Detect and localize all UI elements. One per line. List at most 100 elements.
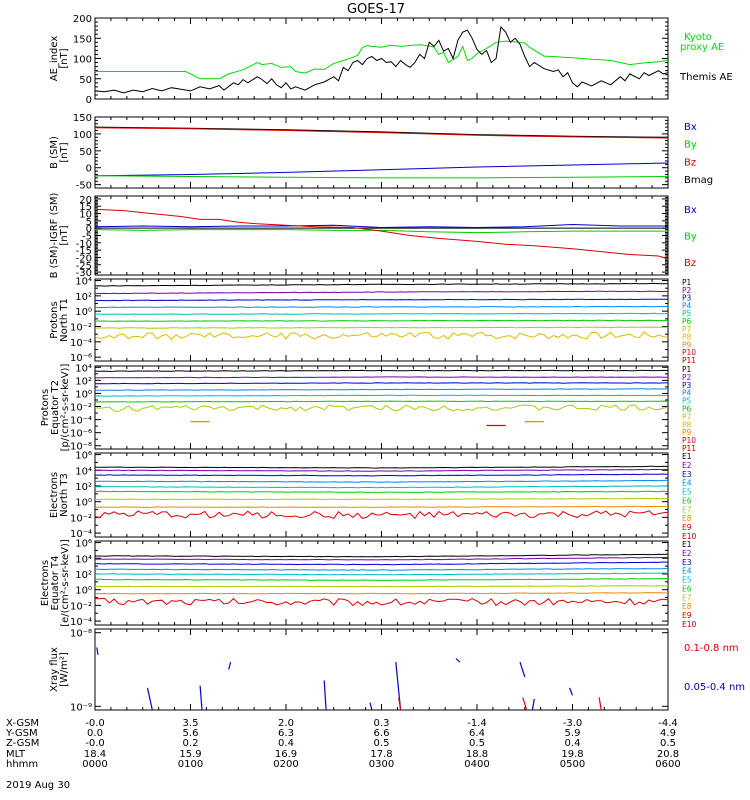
series-line	[94, 556, 669, 561]
orbit-value: 0.0	[87, 728, 103, 739]
legend-entry: P1	[682, 278, 692, 287]
series-line	[95, 312, 669, 315]
series-line	[94, 127, 669, 139]
y-tick-label: 200	[73, 14, 92, 25]
series-e6	[94, 578, 669, 581]
legend-entry: By	[684, 140, 697, 151]
series-line	[94, 229, 668, 234]
series-segment	[522, 697, 528, 711]
series-e5	[94, 572, 669, 576]
panel-pn: 10⁴ 10² 10⁰ 10⁻² 10⁻⁴ 10⁻⁶ Protons North T1 P1P2…	[49, 277, 696, 365]
y-tick-label: 10²	[75, 570, 92, 581]
y-tick-label: 0	[86, 95, 92, 106]
legend-entry: P10	[682, 348, 696, 357]
panel-frame	[94, 452, 669, 538]
legend-entry: E4	[682, 479, 692, 488]
series-line	[94, 468, 669, 472]
legend-entry: P3	[682, 294, 692, 303]
legend-entry: E10	[682, 532, 697, 541]
y-tick-label: 10⁻⁴	[70, 416, 92, 427]
series-line	[95, 497, 668, 501]
series-line	[94, 126, 669, 138]
y-axis-label: North T1	[59, 298, 70, 342]
y-axis-label: B (SM)	[49, 136, 60, 169]
y-tick-label: 10⁻⁹	[70, 702, 92, 713]
y-axis-label: AE_index	[49, 36, 60, 82]
series-e8	[95, 592, 668, 595]
y-tick-label: 15	[79, 202, 92, 213]
panel-frame	[94, 540, 669, 626]
series-kyoto-proxy-ae	[95, 40, 669, 80]
legend-entry: P6	[682, 405, 692, 414]
y-tick-label: 10⁻⁴	[70, 338, 92, 349]
series-p1	[94, 369, 669, 372]
orbit-value: 6.3	[278, 728, 294, 739]
y-axis-label: [nT]	[59, 142, 70, 162]
y-axis-label: [W/m²]	[59, 652, 70, 687]
y-tick-label: 100	[73, 55, 92, 66]
legend-entry: P1	[682, 365, 692, 374]
orbit-value: 0300	[369, 759, 394, 770]
orbit-value: -3.0	[563, 718, 583, 729]
orbit-value: 16.9	[275, 749, 297, 760]
legend-entry: P5	[682, 397, 692, 406]
orbit-value: 20.8	[657, 749, 679, 760]
series-by	[94, 229, 668, 234]
panel-frame	[94, 195, 669, 276]
legend-entry: P3	[682, 381, 692, 390]
orbit-value: 19.8	[561, 749, 583, 760]
legend-entry: P5	[682, 309, 692, 318]
series-line	[94, 282, 669, 287]
orbit-value: 0.4	[278, 738, 294, 749]
series-line	[94, 305, 668, 309]
panel-pe: 10⁴ 10² 10⁰ 10⁻² 10⁻⁴ 10⁻⁶ 10⁻⁸ Protons Equator …	[40, 363, 696, 453]
legend-entry: E10	[682, 620, 697, 629]
series-line	[94, 162, 669, 177]
series-p7	[94, 404, 669, 412]
y-tick-label: 10⁶	[75, 539, 92, 550]
legend-entry: E5	[682, 488, 692, 497]
orbit-value: 2.0	[278, 718, 294, 729]
legend-entry: E2	[682, 461, 692, 470]
orbit-value: -4.4	[658, 718, 678, 729]
series-line	[94, 578, 669, 581]
orbit-value: 0.2	[183, 738, 199, 749]
legend-entry: P8	[682, 420, 692, 429]
legend-entry: Bz	[684, 157, 696, 168]
legend-entry: P2	[682, 373, 692, 382]
orbit-value: 0200	[273, 759, 298, 770]
series-line	[94, 597, 669, 607]
legend-entry: P9	[682, 428, 692, 437]
y-tick-label: 50	[79, 147, 92, 158]
series-line	[94, 479, 669, 483]
series-line	[95, 585, 669, 588]
series-themis-ae	[94, 25, 669, 94]
series-segment	[228, 661, 232, 670]
legend-entry: E1	[682, 540, 692, 549]
orbit-value: 5.9	[565, 728, 581, 739]
chart-title: GOES-17	[347, 2, 405, 17]
series-0.05-0.4-nm	[96, 647, 574, 711]
series-bx	[94, 162, 669, 177]
series-segment	[519, 661, 526, 678]
series-line	[94, 567, 669, 571]
legend-entry: P9	[682, 340, 692, 349]
series-line	[95, 40, 669, 80]
series-bz	[94, 127, 669, 139]
y-tick-label: 100	[73, 130, 92, 141]
y-axis-label: Protons	[49, 301, 60, 338]
series-segment	[199, 685, 203, 711]
orbit-value: -0.0	[85, 738, 105, 749]
orbit-value: 5.6	[183, 728, 199, 739]
series-line	[94, 319, 669, 322]
series-p7	[94, 326, 669, 329]
orbit-table: X-GSMY-GSMZ-GSMMLThhmm-0.00.0-0.018.4000…	[5, 718, 681, 770]
series-line	[94, 572, 669, 576]
date-label: 2019 Aug 30	[6, 780, 70, 791]
panel-ee: 10⁶ 10⁴ 10² 10⁰ 10⁻² 10⁻⁴ Electrons Equator T4[…	[40, 539, 697, 629]
y-tick-label: -10	[76, 239, 92, 250]
y-tick-label: -50	[76, 181, 92, 192]
legend-entry: Kyoto	[684, 32, 712, 43]
